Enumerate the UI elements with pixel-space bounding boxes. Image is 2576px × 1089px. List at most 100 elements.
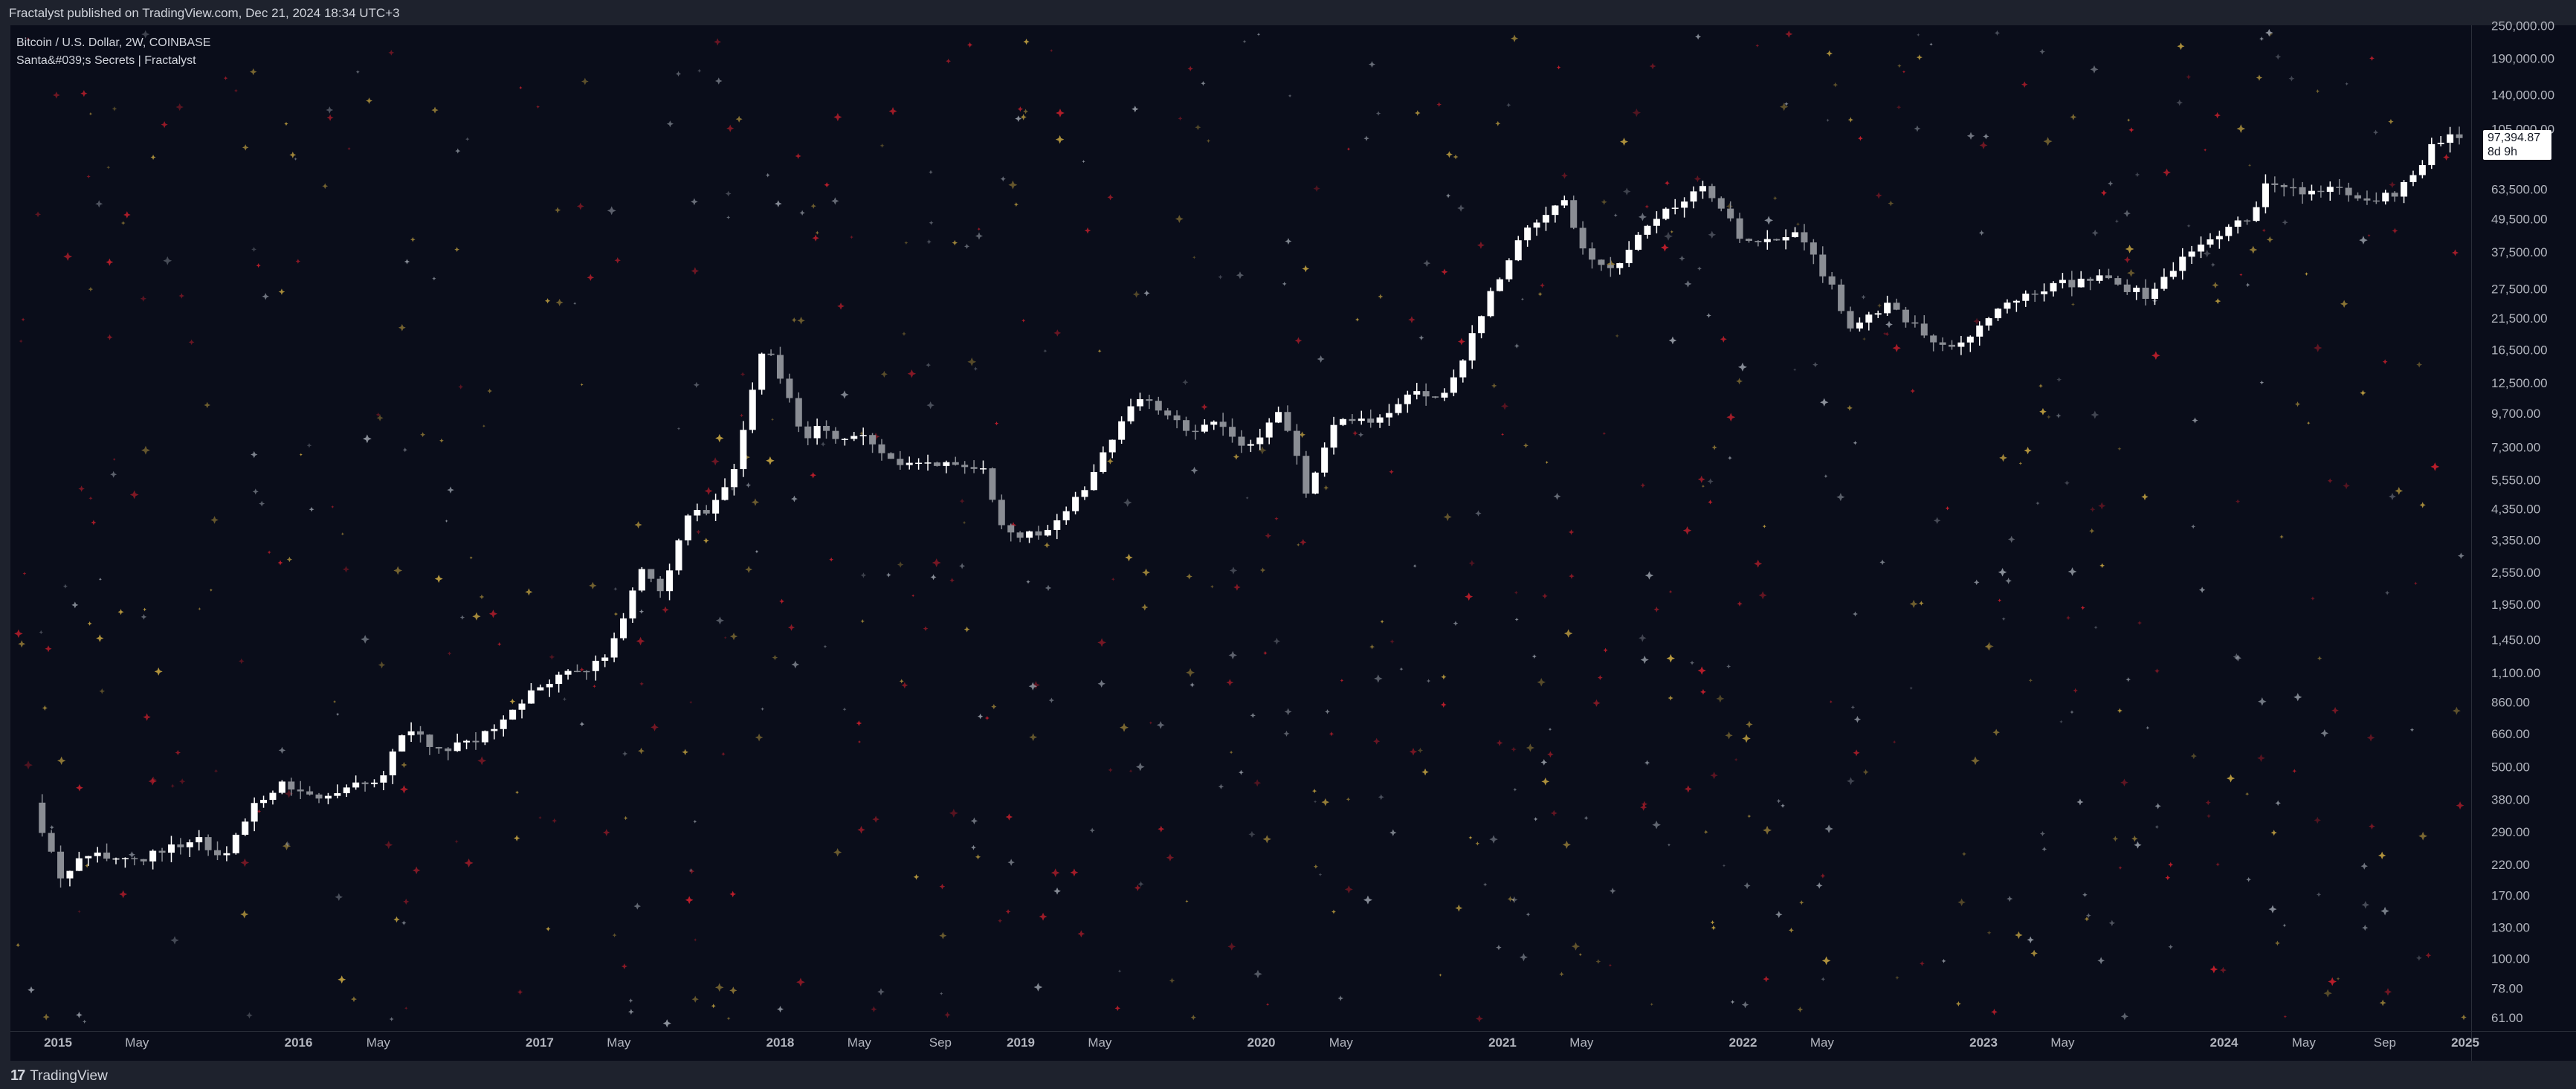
star-icon — [404, 259, 410, 265]
star-icon — [1955, 1001, 1961, 1006]
star-icon — [2097, 957, 2105, 965]
star-icon — [810, 472, 816, 479]
candle-body — [2409, 175, 2417, 182]
star-icon — [1017, 106, 1023, 112]
star-icon — [1440, 702, 1447, 708]
indicator-label[interactable]: Santa&#039;s Secrets | Fractalyst — [16, 54, 196, 67]
star-icon — [613, 612, 619, 616]
star-icon — [1077, 930, 1085, 938]
star-icon — [1137, 881, 1144, 888]
star-icon — [2233, 653, 2241, 661]
price-tick-label: 7,300.00 — [2491, 440, 2540, 454]
star-icon — [1734, 757, 1738, 762]
star-icon — [1445, 151, 1453, 158]
star-icon — [2275, 800, 2281, 807]
star-icon — [326, 106, 334, 114]
star-icon — [488, 610, 498, 618]
star-icon — [2262, 228, 2266, 233]
star-icon — [393, 916, 400, 923]
star-icon — [2070, 710, 2074, 714]
star-icon — [2215, 298, 2221, 305]
tradingview-brand[interactable]: 17 TradingView — [10, 1067, 108, 1085]
star-icon — [691, 198, 698, 206]
star-icon — [447, 651, 452, 656]
star-icon — [2047, 415, 2051, 419]
candle-body — [1662, 208, 1670, 219]
star-icon — [2007, 895, 2013, 902]
star-icon — [242, 144, 249, 151]
star-icon — [1664, 231, 1673, 241]
candle-body — [352, 782, 360, 788]
star-icon — [677, 427, 681, 430]
star-icon — [479, 594, 485, 600]
star-icon — [2091, 229, 2099, 236]
star-icon — [856, 720, 862, 726]
star-icon — [1725, 731, 1733, 740]
star-icon — [1378, 294, 1384, 300]
star-icon — [1897, 63, 1902, 68]
star-icon — [340, 532, 344, 536]
candle-body — [1828, 276, 1836, 285]
candle-body — [924, 462, 932, 464]
star-icon — [128, 851, 135, 859]
star-icon — [633, 902, 642, 910]
candle-body — [306, 791, 314, 795]
star-icon — [871, 1006, 877, 1012]
candle-body — [1717, 198, 1725, 209]
star-icon — [62, 584, 68, 589]
star-icon — [1182, 379, 1189, 386]
star-icon — [1039, 912, 1047, 921]
price-tick-label: 49,500.00 — [2491, 212, 2548, 226]
star-icon — [837, 303, 845, 310]
star-icon — [2001, 617, 2006, 621]
star-icon — [2388, 118, 2394, 125]
time-axis[interactable] — [10, 1031, 2471, 1061]
star-icon — [2258, 697, 2267, 706]
star-icon — [1015, 115, 1022, 123]
star-icon — [1169, 977, 1175, 983]
star-icon — [1836, 493, 1845, 502]
star-icon — [998, 918, 1003, 923]
candle-body — [1524, 227, 1531, 241]
star-icon — [2198, 586, 2206, 593]
symbol-label[interactable]: Bitcoin / U.S. Dollar, 2W, COINBASE — [16, 36, 211, 49]
candle-body — [1247, 444, 1254, 446]
star-icon — [240, 858, 250, 867]
star-icon — [378, 661, 386, 669]
star-icon — [2059, 720, 2063, 724]
candle-body — [1570, 200, 1578, 228]
candle-body — [2215, 236, 2223, 239]
candle-body — [398, 735, 406, 752]
star-icon — [1187, 65, 1193, 72]
candle-body — [343, 787, 350, 794]
star-icon — [119, 890, 128, 899]
chart-pane[interactable] — [10, 25, 2471, 1031]
candle-body — [2290, 187, 2297, 189]
star-icon — [2127, 118, 2131, 122]
star-icon — [1050, 48, 1053, 53]
star-icon — [1649, 62, 1656, 70]
star-icon — [1426, 679, 1431, 683]
star-icon — [14, 629, 23, 639]
price-tick-label: 3,350.00 — [2491, 533, 2540, 547]
star-icon — [729, 986, 737, 995]
star-icon — [1919, 601, 1924, 606]
star-icon — [1875, 192, 1882, 199]
candle-body — [2244, 220, 2251, 222]
star-icon — [796, 977, 805, 987]
candle-body — [1496, 279, 1503, 291]
star-icon — [1496, 944, 1502, 951]
star-icon — [2359, 236, 2368, 245]
price-axis[interactable] — [2471, 25, 2576, 1031]
star-icon — [1149, 721, 1152, 725]
star-icon — [170, 783, 175, 789]
candle-body — [2391, 193, 2398, 197]
star-icon — [1132, 106, 1139, 113]
candle-body — [500, 720, 507, 729]
time-tick-label: 2017 — [526, 1035, 554, 1050]
star-icon — [88, 112, 93, 116]
star-icon — [1206, 138, 1211, 143]
star-icon — [850, 235, 853, 239]
star-icon — [666, 120, 674, 128]
